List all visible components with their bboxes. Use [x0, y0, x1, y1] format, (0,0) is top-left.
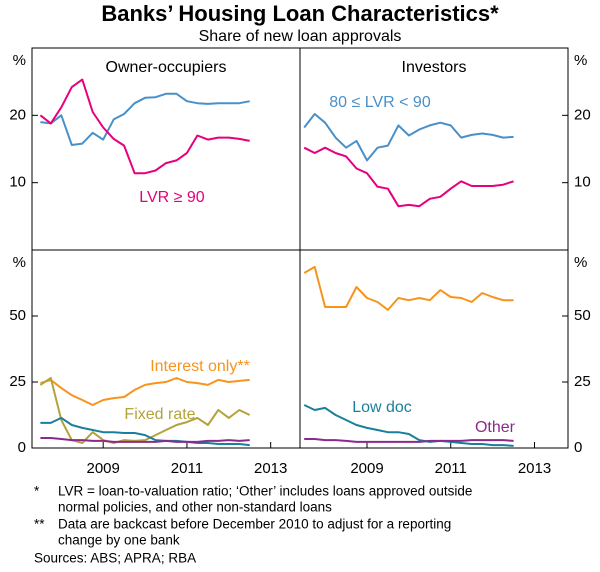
note-text: change by one bank: [58, 533, 180, 548]
x-tick-label: 2013: [254, 460, 287, 477]
note-marker: *: [34, 484, 40, 499]
series-line: [303, 265, 514, 311]
y-tick-label: 25: [574, 373, 591, 390]
panel-title: Investors: [402, 59, 467, 76]
x-tick-label: 2011: [171, 460, 203, 477]
series-line: [304, 438, 514, 443]
series-line: [40, 377, 250, 406]
y-tick-label: 50: [574, 307, 591, 324]
y-tick-label: 10: [9, 174, 26, 191]
series-label: Fixed rate: [124, 406, 195, 423]
panel-title: Owner-occupiers: [106, 59, 227, 76]
y-tick-label: 0: [18, 439, 26, 456]
x-tick-label: 2009: [87, 460, 120, 477]
x-tick-label: 2013: [518, 460, 551, 477]
series-line: [39, 78, 250, 175]
y-axis-label: %: [574, 52, 587, 69]
series-label: LVR ≥ 90: [139, 189, 205, 206]
x-tick-label: 2011: [435, 460, 467, 477]
y-axis-label: %: [13, 52, 26, 69]
series-line: [40, 416, 250, 447]
series-line: [303, 146, 514, 208]
y-tick-label: 20: [9, 106, 26, 123]
x-tick-label: 2009: [350, 460, 383, 477]
note-text: Data are backcast before December 2010 t…: [58, 517, 451, 532]
note-text: LVR = loan-to-valuation ratio; ‘Other’ i…: [58, 484, 472, 499]
y-tick-label: 10: [574, 174, 591, 191]
y-axis-label: %: [574, 254, 587, 271]
series-label: Other: [475, 419, 516, 436]
series-line: [303, 404, 514, 447]
series-label: 80 ≤ LVR < 90: [329, 94, 431, 111]
series-line: [40, 92, 250, 146]
chart-subtitle: Share of new loan approvals: [199, 28, 402, 45]
series-line: [40, 437, 250, 443]
series-label: Interest only**: [150, 358, 250, 375]
y-tick-label: 25: [9, 373, 26, 390]
note-text: normal policies, and other non-standard …: [58, 500, 332, 515]
sources: Sources: ABS; APRA; RBA: [34, 551, 196, 566]
series-label: Low doc: [352, 399, 412, 416]
series-line: [303, 113, 514, 162]
y-tick-label: 0: [574, 439, 582, 456]
y-tick-label: 50: [9, 307, 26, 324]
chart-title: Banks’ Housing Loan Characteristics*: [101, 1, 499, 26]
y-tick-label: 20: [574, 106, 591, 123]
y-axis-label: %: [13, 254, 26, 271]
note-marker: **: [34, 517, 45, 532]
